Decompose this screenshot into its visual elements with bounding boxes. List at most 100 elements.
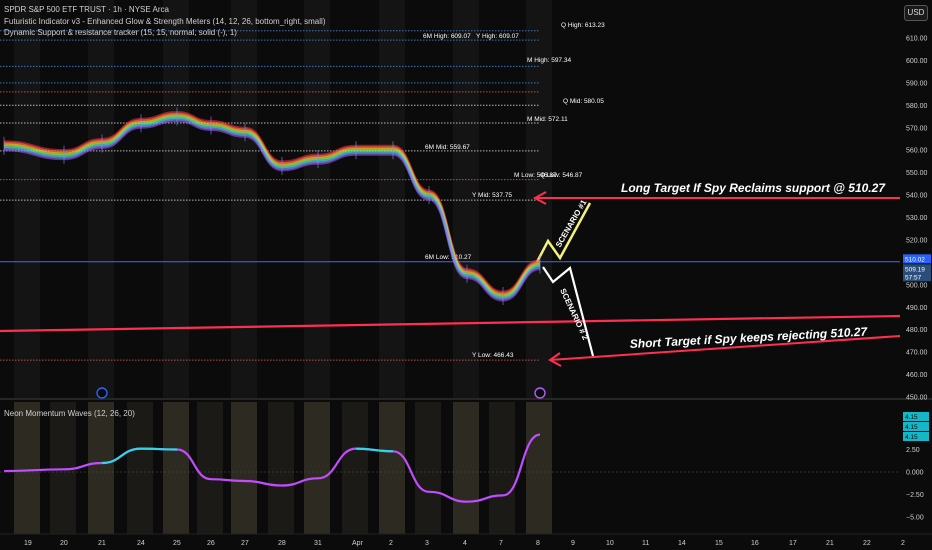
scenario1-path — [535, 202, 592, 263]
earnings-event-icon — [96, 387, 108, 399]
target-line-short — [549, 335, 901, 361]
session-band-bottom — [268, 402, 294, 534]
time-axis-tick: 10 — [606, 540, 614, 547]
price-axis-tick: 550.00 — [906, 170, 928, 177]
price-axis-tick: 540.00 — [906, 193, 928, 200]
level-label: 6M Mid: 559.67 — [425, 144, 470, 151]
time-axis-tick: 21 — [826, 540, 834, 547]
price-axis-tick: 480.00 — [906, 327, 928, 334]
price-axis-tick: 460.00 — [906, 372, 928, 379]
level-label: M Mid: 572.11 — [527, 116, 568, 123]
chart-title: SPDR S&P 500 ETF TRUST · 1h · NYSE Arca — [4, 5, 169, 14]
session-band-bottom — [127, 402, 153, 534]
time-axis-tick: 2 — [389, 540, 393, 547]
session-band-top — [379, 0, 405, 398]
osc-axis-tick: 0.000 — [906, 470, 924, 477]
trendline-lower — [0, 314, 901, 333]
time-axis-tick: Apr — [352, 540, 364, 547]
price-axis-tick: 560.00 — [906, 148, 928, 155]
price-tag-label: 509.19 — [905, 266, 925, 273]
time-axis-tick: 7 — [499, 540, 503, 547]
level-label: Y Mid: 537.75 — [472, 192, 512, 199]
price-axis-tick: 470.00 — [906, 350, 928, 357]
price-tag — [903, 264, 931, 274]
session-band-top — [88, 0, 114, 398]
scenario2-path — [542, 266, 595, 357]
indicator-legend-1[interactable]: Futuristic Indicator v3 - Enhanced Glow … — [4, 17, 326, 26]
price-tag-label: 57:57 — [905, 274, 922, 281]
long-target-text: Long Target If Spy Reclaims support @ 51… — [621, 181, 886, 195]
currency-button[interactable]: USD — [904, 5, 928, 21]
session-band-bottom — [489, 402, 515, 534]
level-label: M Low: 546.87 — [514, 172, 557, 179]
osc-axis-tick: −5.00 — [906, 515, 924, 522]
session-band-top — [163, 0, 189, 398]
session-band-bottom — [197, 402, 223, 534]
oscillator-positive — [140, 447, 178, 451]
session-band-top — [231, 0, 257, 398]
time-axis-tick: 11 — [642, 540, 649, 547]
level-label: 6M High: 609.07 — [423, 33, 471, 40]
osc-axis-tick: −2.50 — [906, 492, 924, 499]
price-axis-tick: 520.00 — [906, 237, 928, 244]
session-band-bottom — [14, 402, 40, 534]
session-band-top — [453, 0, 479, 398]
osc-axis-tick: 2.50 — [906, 447, 920, 454]
price-axis-tick: 610.00 — [906, 36, 928, 43]
scenario2-label: SCENARIO # 2 — [558, 287, 590, 342]
price-axis-tick: 580.00 — [906, 103, 928, 110]
level-label: Q Low: 546.87 — [540, 172, 583, 179]
session-band-bottom — [231, 402, 257, 534]
price-axis-tick: 450.00 — [906, 395, 928, 402]
price-axis-tick: 490.00 — [906, 305, 928, 312]
session-band-bottom — [163, 402, 189, 534]
time-axis-tick: 27 — [241, 540, 249, 547]
osc-value-tag — [903, 422, 929, 431]
session-band-bottom — [88, 402, 114, 534]
time-axis-tick: 4 — [463, 540, 467, 547]
osc-value-tag-label: 4.15 — [905, 434, 918, 441]
price-tag — [903, 272, 931, 282]
time-axis-tick: 9 — [571, 540, 575, 547]
dividend-event-icon — [534, 387, 546, 399]
time-axis-tick: 16 — [751, 540, 759, 547]
arrow-short — [548, 352, 562, 367]
price-ribbon — [3, 119, 541, 302]
price-axis-tick: 600.00 — [906, 58, 928, 65]
time-axis-tick: 19 — [24, 540, 32, 547]
level-label: Y High: 609.07 — [476, 33, 519, 40]
time-axis-tick: 17 — [789, 540, 797, 547]
session-band-bottom — [415, 402, 441, 534]
oscillator-legend[interactable]: Neon Momentum Waves (12, 26, 20) — [4, 409, 135, 418]
time-axis-tick: 15 — [715, 540, 723, 547]
time-axis-tick: 24 — [137, 540, 145, 547]
osc-value-tag-label: 4.15 — [905, 414, 918, 421]
oscillator-positive — [355, 447, 394, 453]
level-label: Q Mid: 580.05 — [563, 98, 604, 105]
indicator-legend-2[interactable]: Dynamic Support & resistance tracker (15… — [4, 28, 237, 37]
time-axis-tick: 22 — [863, 540, 871, 547]
time-axis-tick: 25 — [173, 540, 181, 547]
time-axis-tick: 20 — [60, 540, 68, 547]
scenario1-label: SCENARIO #1 — [554, 198, 589, 249]
time-axis-tick: 21 — [98, 540, 106, 547]
time-axis-tick: 14 — [678, 540, 686, 547]
level-label: M High: 597.34 — [527, 57, 571, 64]
price-axis-tick: 590.00 — [906, 80, 928, 87]
time-axis-tick: 28 — [278, 540, 286, 547]
session-band-bottom — [526, 402, 552, 534]
session-band-bottom — [342, 402, 368, 534]
level-label: 6M Low: 510.27 — [425, 254, 472, 261]
session-band-top — [14, 0, 40, 398]
level-label: Y Low: 466.43 — [472, 352, 514, 359]
price-axis-tick: 500.00 — [906, 282, 928, 289]
arrow-long — [532, 191, 547, 205]
osc-value-tag — [903, 412, 929, 421]
price-axis-tick: 530.00 — [906, 215, 928, 222]
time-axis-tick: 26 — [207, 540, 215, 547]
time-axis-tick: 31 — [314, 540, 322, 547]
time-axis-tick: 8 — [536, 540, 540, 547]
osc-value-tag — [903, 432, 929, 441]
session-band-top — [304, 0, 330, 398]
